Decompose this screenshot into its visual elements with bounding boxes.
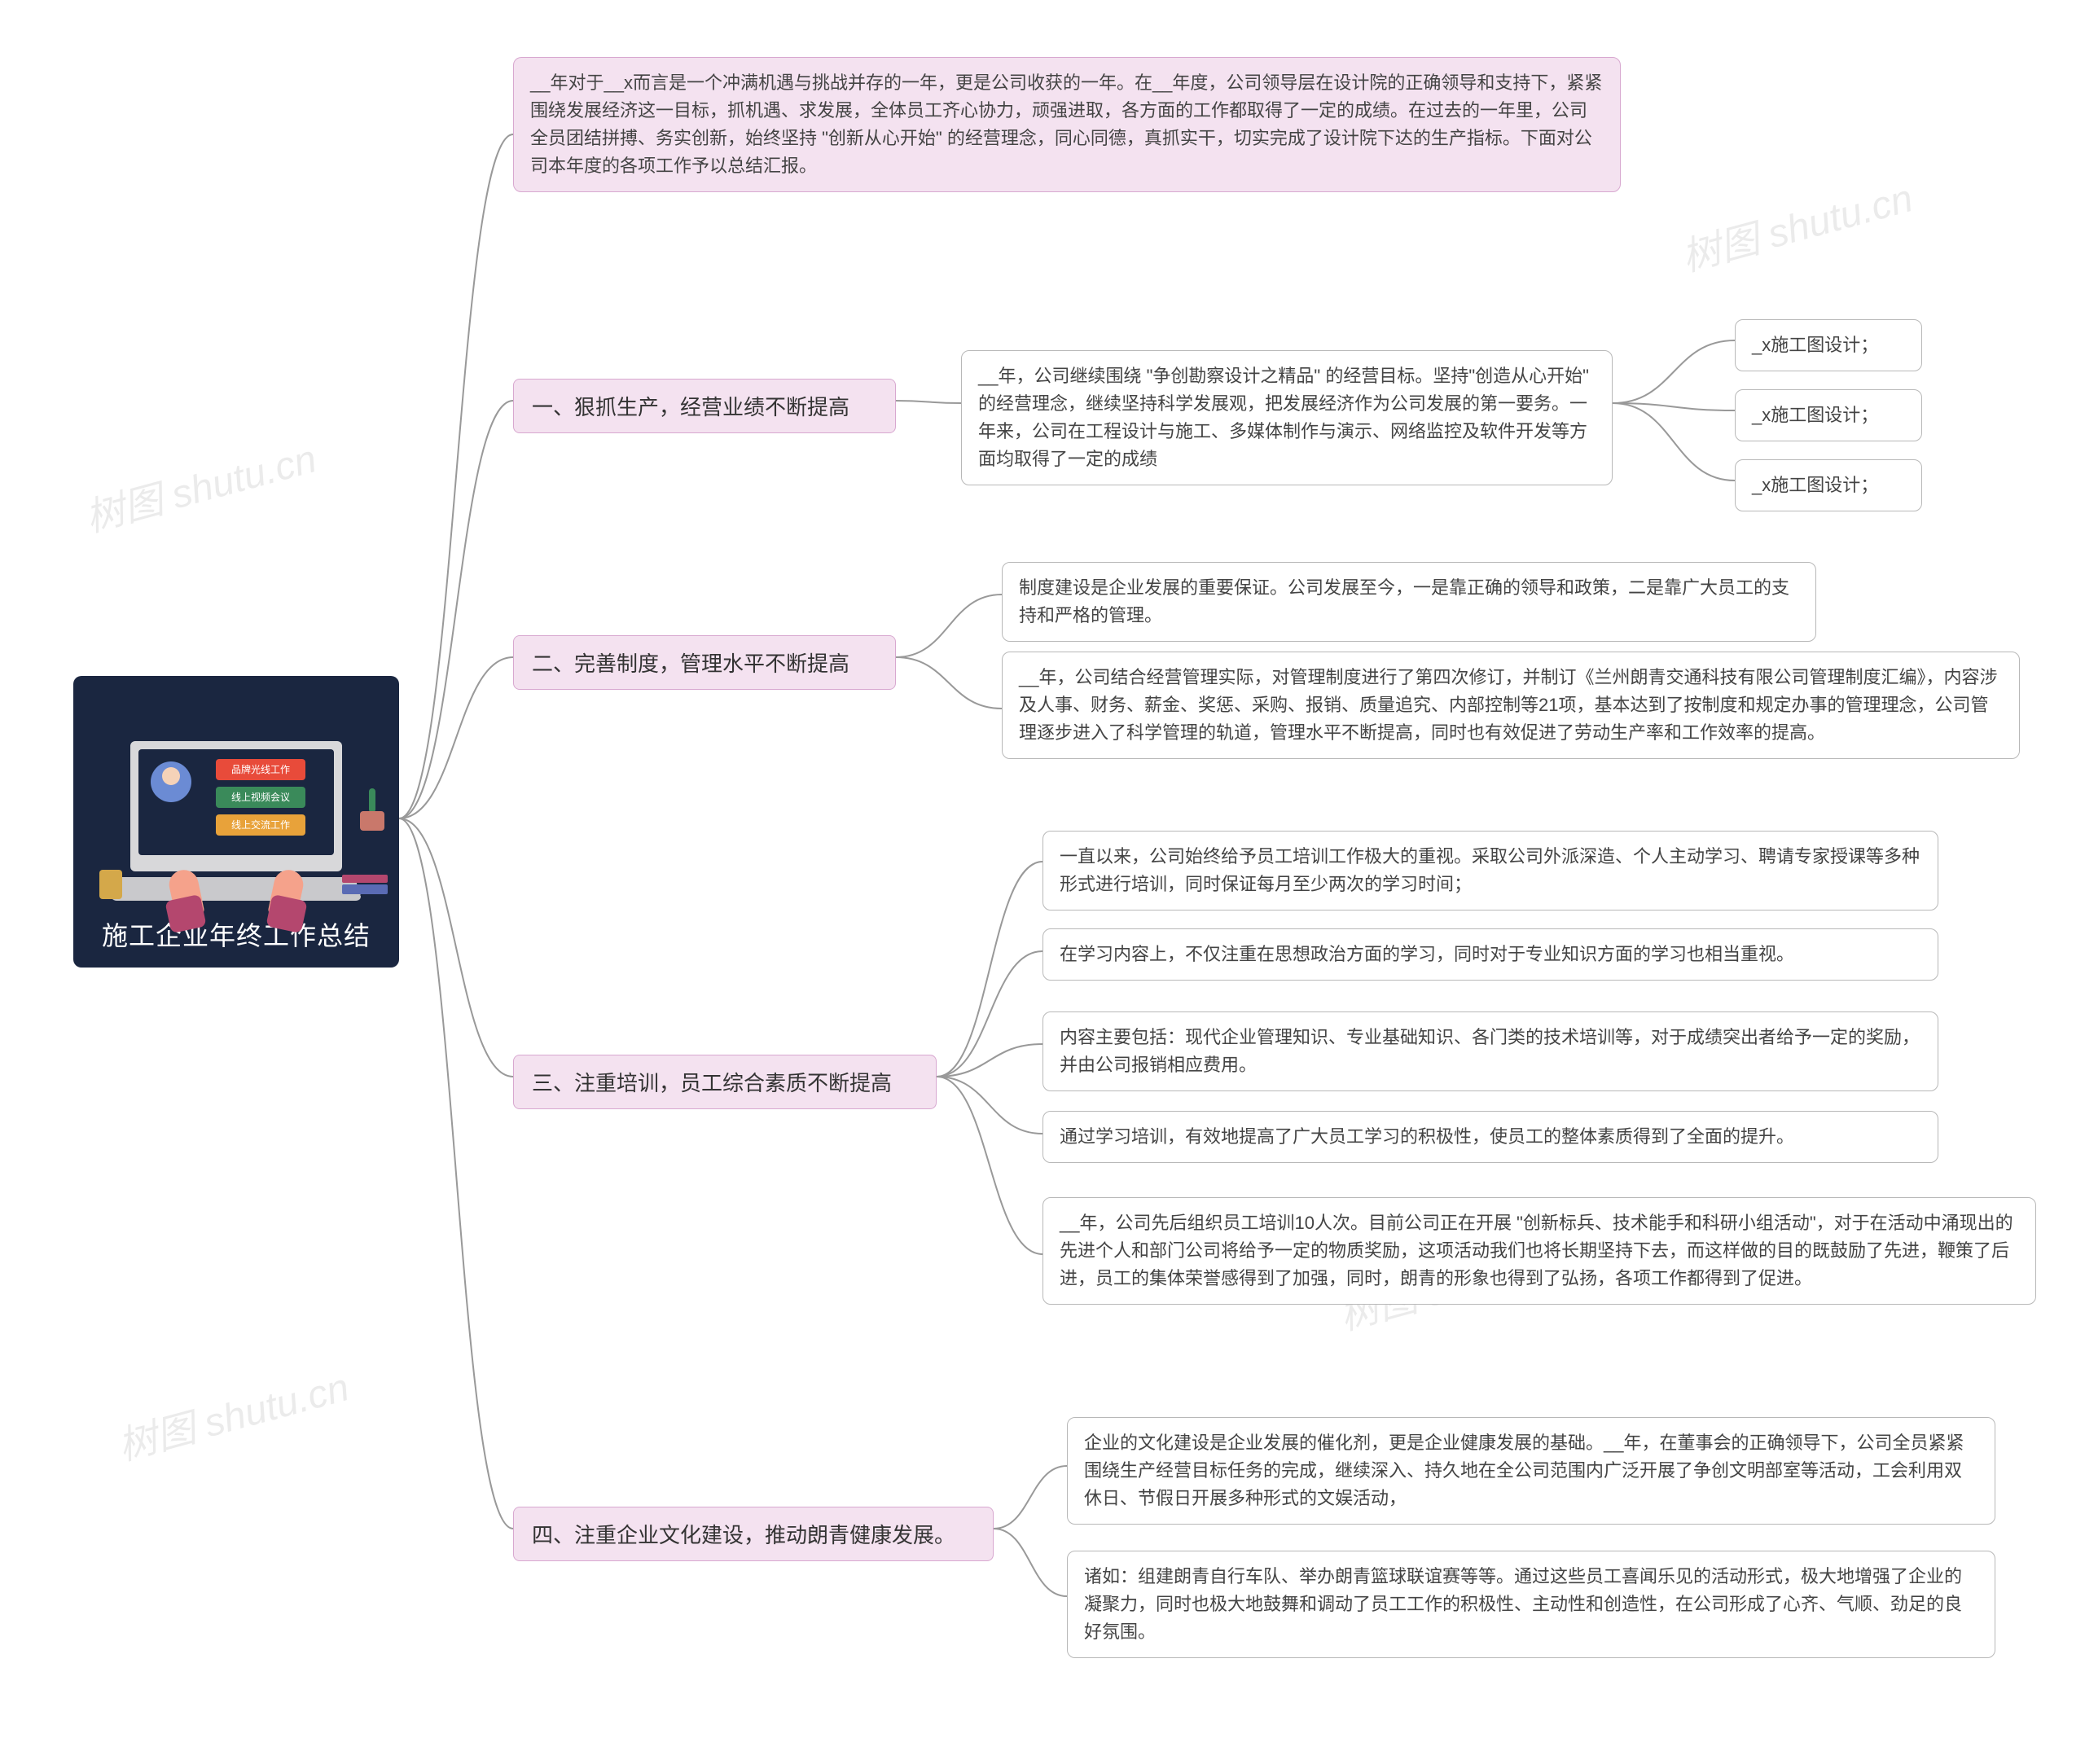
branch-node-1[interactable]: 一、狠抓生产，经营业绩不断提高 (513, 379, 896, 433)
mindmap-canvas: 树图 shutu.cn 树图 shutu.cn 树图 shutu.cn 树图 s… (0, 0, 2085, 1764)
root-title: 施工企业年终工作总结 (88, 915, 384, 953)
leaf-node[interactable]: _x施工图设计； (1735, 459, 1922, 511)
branch-node-3[interactable]: 三、注重培训，员工综合素质不断提高 (513, 1055, 937, 1109)
leaf-node[interactable]: 内容主要包括：现代企业管理知识、专业基础知识、各门类的技术培训等，对于成绩突出者… (1042, 1011, 1938, 1091)
leaf-node[interactable]: 在学习内容上，不仅注重在思想政治方面的学习，同时对于专业知识方面的学习也相当重视… (1042, 928, 1938, 981)
illustration-tag: 品牌光线工作 (216, 759, 305, 780)
leaf-node[interactable]: _x施工图设计； (1735, 319, 1922, 371)
leaf-node[interactable]: 一直以来，公司始终给予员工培训工作极大的重视。采取公司外派深造、个人主动学习、聘… (1042, 831, 1938, 911)
branch-node-4[interactable]: 四、注重企业文化建设，推动朗青健康发展。 (513, 1507, 994, 1561)
leaf-node[interactable]: 通过学习培训，有效地提高了广大员工学习的积极性，使员工的整体素质得到了全面的提升… (1042, 1111, 1938, 1163)
leaf-node[interactable]: __年，公司结合经营管理实际，对管理制度进行了第四次修订，并制订《兰州朗青交通科… (1002, 652, 2020, 759)
illustration-tag: 线上视频会议 (216, 787, 305, 808)
root-illustration: 品牌光线工作 线上视频会议 线上交流工作 (90, 692, 383, 904)
leaf-node[interactable]: __年，公司继续围绕 "争创勘察设计之精品" 的经营目标。坚持"创造从心开始" … (961, 350, 1613, 485)
leaf-node[interactable]: 制度建设是企业发展的重要保证。公司发展至今，一是靠正确的领导和政策，二是靠广大员… (1002, 562, 1816, 642)
watermark: 树图 shutu.cn (78, 427, 322, 543)
root-node[interactable]: 品牌光线工作 线上视频会议 线上交流工作 施工企业年终工作总结 (73, 676, 399, 968)
leaf-node[interactable]: 企业的文化建设是企业发展的催化剂，更是企业健康发展的基础。__年，在董事会的正确… (1067, 1417, 1995, 1525)
watermark: 树图 shutu.cn (111, 1355, 354, 1472)
leaf-node[interactable]: 诸如：组建朗青自行车队、举办朗青篮球联谊赛等等。通过这些员工喜闻乐见的活动形式，… (1067, 1551, 1995, 1658)
leaf-node[interactable]: __年，公司先后组织员工培训10人次。目前公司正在开展 "创新标兵、技术能手和科… (1042, 1197, 2036, 1305)
branch-node-2[interactable]: 二、完善制度，管理水平不断提高 (513, 635, 896, 690)
intro-node[interactable]: __年对于__x而言是一个冲满机遇与挑战并存的一年，更是公司收获的一年。在__年… (513, 57, 1621, 192)
leaf-node[interactable]: _x施工图设计； (1735, 389, 1922, 441)
watermark: 树图 shutu.cn (1675, 166, 1918, 283)
illustration-tag: 线上交流工作 (216, 814, 305, 836)
